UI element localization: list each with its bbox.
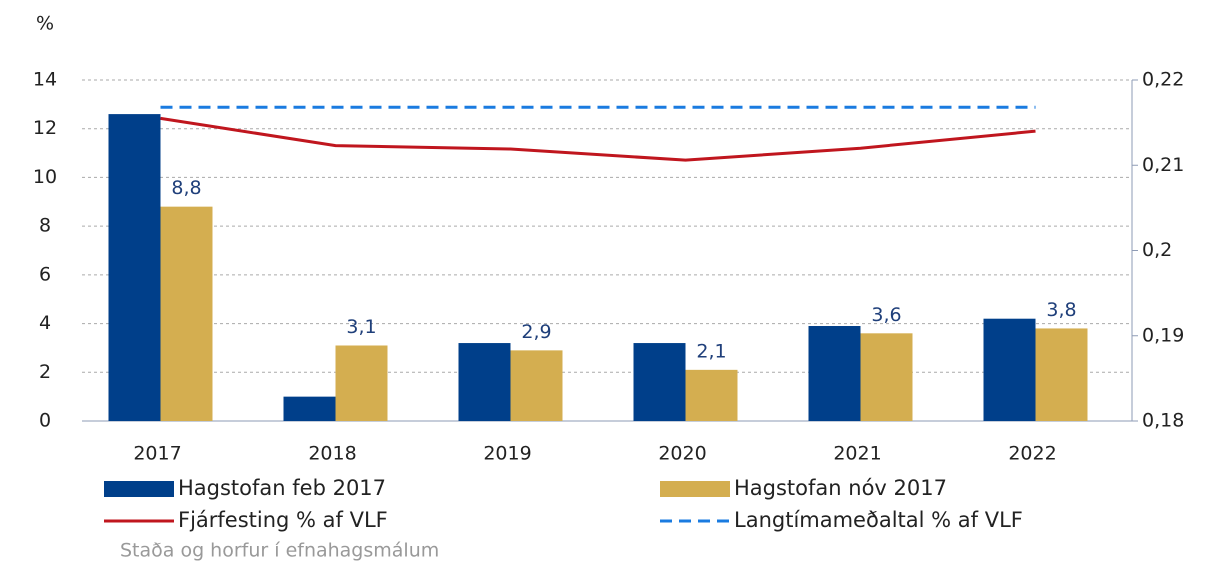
y2-tick-label: 0,22: [1142, 69, 1184, 91]
y-axis-label: %: [36, 13, 54, 35]
y2-tick-label: 0,2: [1142, 239, 1172, 261]
bar: [808, 326, 861, 421]
value-label: 3,6: [871, 304, 901, 326]
x-tick-label: 2020: [658, 443, 706, 465]
value-label: 3,1: [346, 316, 376, 338]
source: Staða og horfur í efnahagsmálum: [120, 540, 439, 562]
legend-label: Hagstofan feb 2017: [178, 476, 386, 500]
y-tick-label: 14: [33, 69, 57, 91]
y-tick-label: 8: [39, 215, 51, 237]
x-tick-label: 2022: [1008, 443, 1056, 465]
line: [160, 116, 1036, 162]
bar: [108, 114, 161, 421]
y-tick-label: 12: [33, 117, 57, 139]
y2-tick-label: 0,18: [1142, 410, 1184, 432]
bar: [283, 396, 336, 421]
x-tick-label: 2018: [308, 443, 356, 465]
legend-swatch: [660, 481, 730, 497]
y2-tick-label: 0,19: [1142, 324, 1184, 346]
bar: [983, 318, 1036, 421]
bar: [335, 345, 388, 421]
y-tick-label: 6: [39, 263, 51, 285]
y-tick-label: 4: [39, 312, 51, 334]
x-tick-label: 2019: [483, 443, 531, 465]
legend-label: Langtímameðaltal % af VLF: [734, 508, 1023, 532]
y-tick-label: 0: [39, 410, 51, 432]
y-tick-label: 2: [39, 361, 51, 383]
bar: [1035, 328, 1088, 421]
legend-swatch: [104, 481, 174, 497]
bar: [633, 343, 686, 421]
value-label: 2,1: [696, 340, 726, 362]
bar: [160, 206, 213, 421]
value-label: 8,8: [171, 177, 201, 199]
x-tick-label: 2021: [833, 443, 881, 465]
legend-label: Hagstofan nóv 2017: [734, 476, 947, 500]
bar: [510, 350, 563, 421]
legend-label: Fjárfesting % af VLF: [178, 508, 388, 532]
value-label: 2,9: [521, 321, 551, 343]
x-tick-label: 2017: [133, 443, 181, 465]
bar: [860, 333, 913, 421]
y2-tick-label: 0,21: [1142, 154, 1184, 176]
bar: [458, 343, 511, 421]
y-tick-label: 10: [33, 166, 57, 188]
value-label: 3,8: [1046, 299, 1076, 321]
bar: [685, 369, 738, 421]
